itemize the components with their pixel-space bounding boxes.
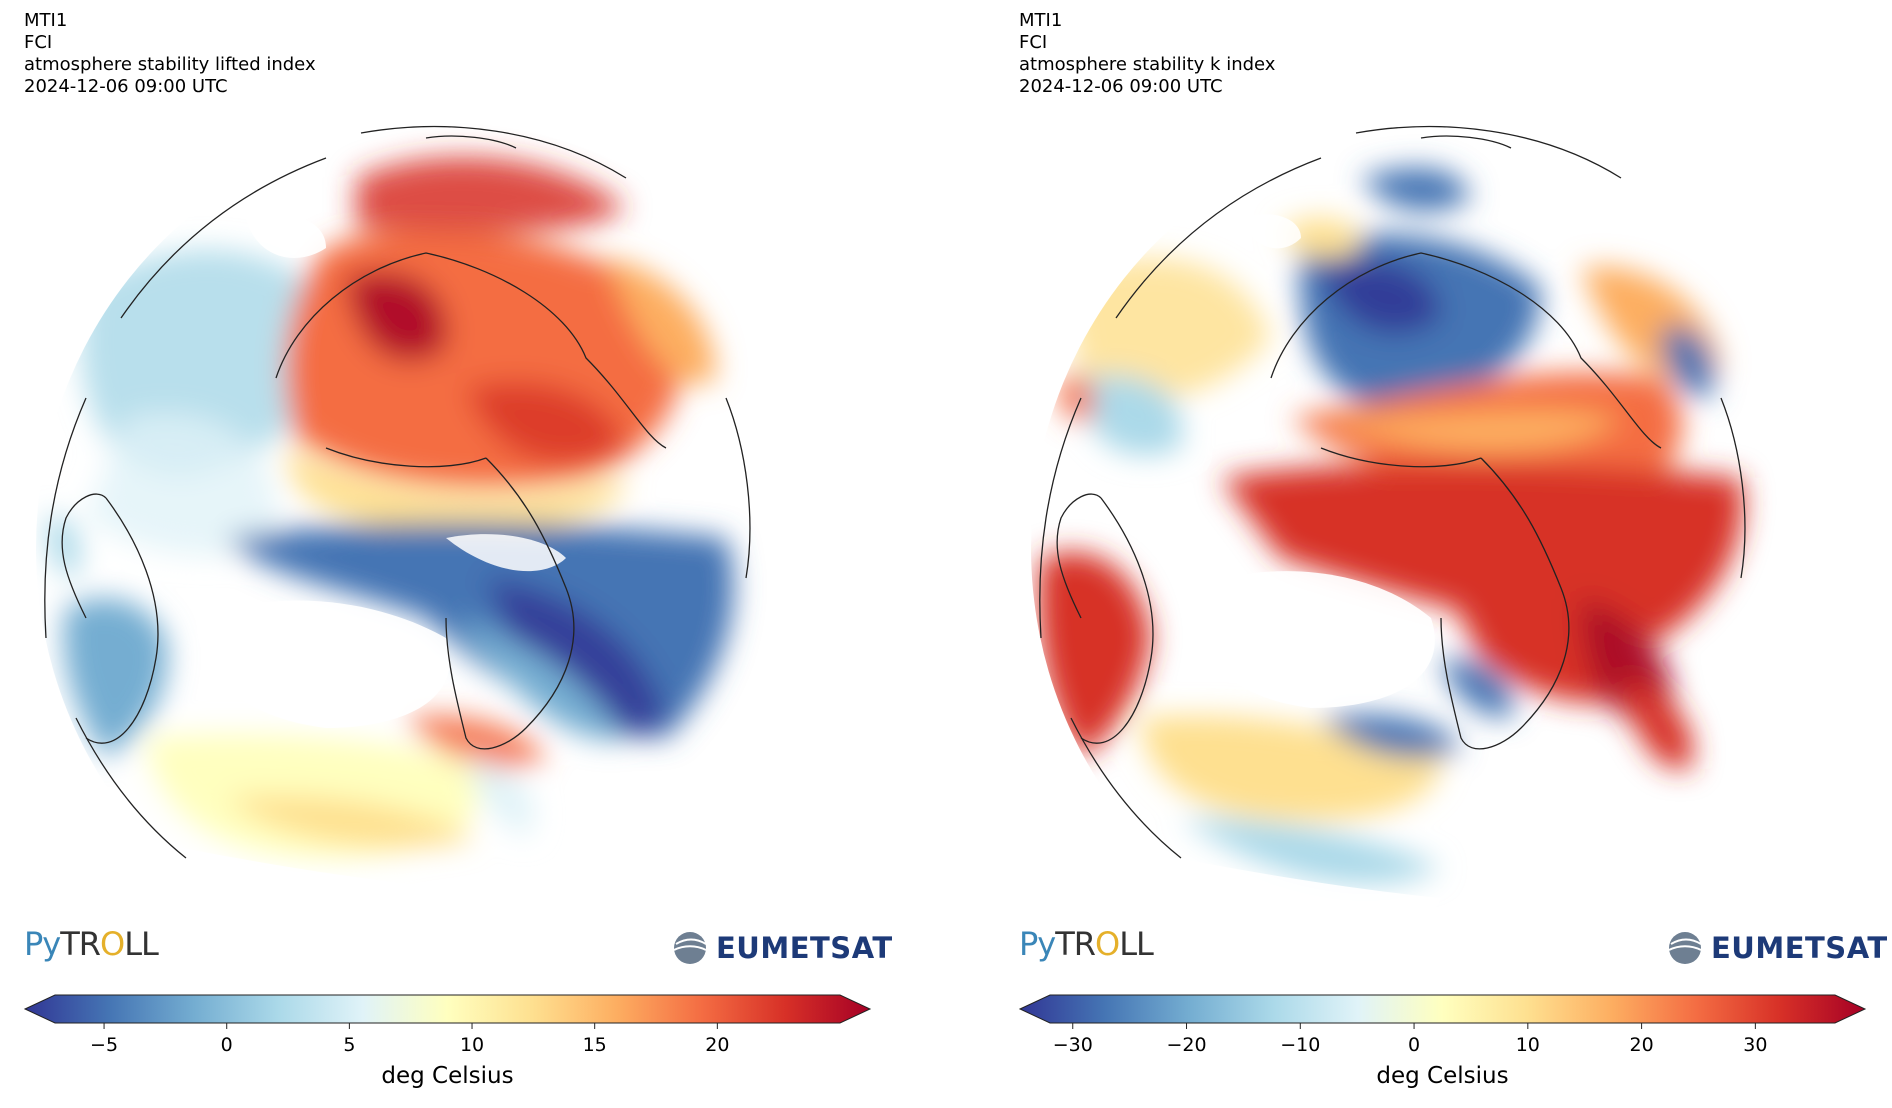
colorbar-tick-label: 10 — [1516, 1034, 1540, 1056]
coastlines — [1039, 125, 1746, 859]
colorbar: −30 −20 −10 0 10 20 30 deg Celsius — [1018, 994, 1867, 1089]
colorbar-tick-label: 0 — [1408, 1034, 1420, 1056]
colorbar: −5 0 5 10 15 20 deg Celsius — [23, 994, 872, 1089]
colorbar-tick-label: −20 — [1166, 1034, 1206, 1056]
satellite-name: MTI1 — [24, 10, 68, 31]
panel-lifted-index: MTI1 FCI atmosphere stability lifted ind… — [23, 10, 893, 1089]
colorbar-tick-label: 0 — [221, 1034, 233, 1056]
colorbar-tick-label: 5 — [343, 1034, 355, 1056]
pytroll-logo: PyTROLL — [1019, 925, 1154, 963]
globe-map — [1038, 125, 1746, 952]
coastlines — [44, 125, 751, 859]
timestamp: 2024-12-06 09:00 UTC — [24, 76, 228, 97]
colorbar-tick-label: −5 — [90, 1034, 118, 1056]
product-name: atmosphere stability k index — [1019, 54, 1276, 75]
timestamp: 2024-12-06 09:00 UTC — [1019, 76, 1223, 97]
colorbar-tick-label: 15 — [583, 1034, 607, 1056]
data-field — [1038, 167, 1743, 952]
colorbar-label: deg Celsius — [1376, 1063, 1508, 1089]
eumetsat-globe-icon — [673, 931, 707, 964]
globe-map — [44, 125, 751, 946]
eumetsat-logo: EUMETSAT — [672, 925, 893, 970]
colorbar-gradient — [23, 994, 872, 1024]
pytroll-logo: PyTROLL — [24, 925, 159, 963]
colorbar-label: deg Celsius — [381, 1063, 513, 1089]
colorbar-tick-label: −10 — [1280, 1034, 1320, 1056]
colorbar-tick-label: 20 — [1630, 1034, 1654, 1056]
instrument-name: FCI — [24, 32, 53, 53]
satellite-name: MTI1 — [1019, 10, 1063, 31]
data-field — [46, 156, 734, 946]
panel-header: MTI1 FCI atmosphere stability lifted ind… — [24, 10, 316, 98]
product-name: atmosphere stability lifted index — [24, 54, 316, 75]
colorbar-tick-label: 10 — [460, 1034, 484, 1056]
colorbar-gradient — [1018, 994, 1867, 1024]
panel-header: MTI1 FCI atmosphere stability k index 20… — [1019, 10, 1275, 98]
eumetsat-globe-icon — [1668, 931, 1702, 964]
instrument-name: FCI — [1019, 32, 1048, 53]
colorbar-tick-label: 20 — [705, 1034, 729, 1056]
colorbar-tick-label: 30 — [1743, 1034, 1767, 1056]
colorbar-tick-label: −30 — [1053, 1034, 1093, 1056]
panel-k-index: MTI1 FCI atmosphere stability k index 20… — [995, 0, 1892, 1108]
eumetsat-logo: EUMETSAT — [1667, 925, 1888, 970]
